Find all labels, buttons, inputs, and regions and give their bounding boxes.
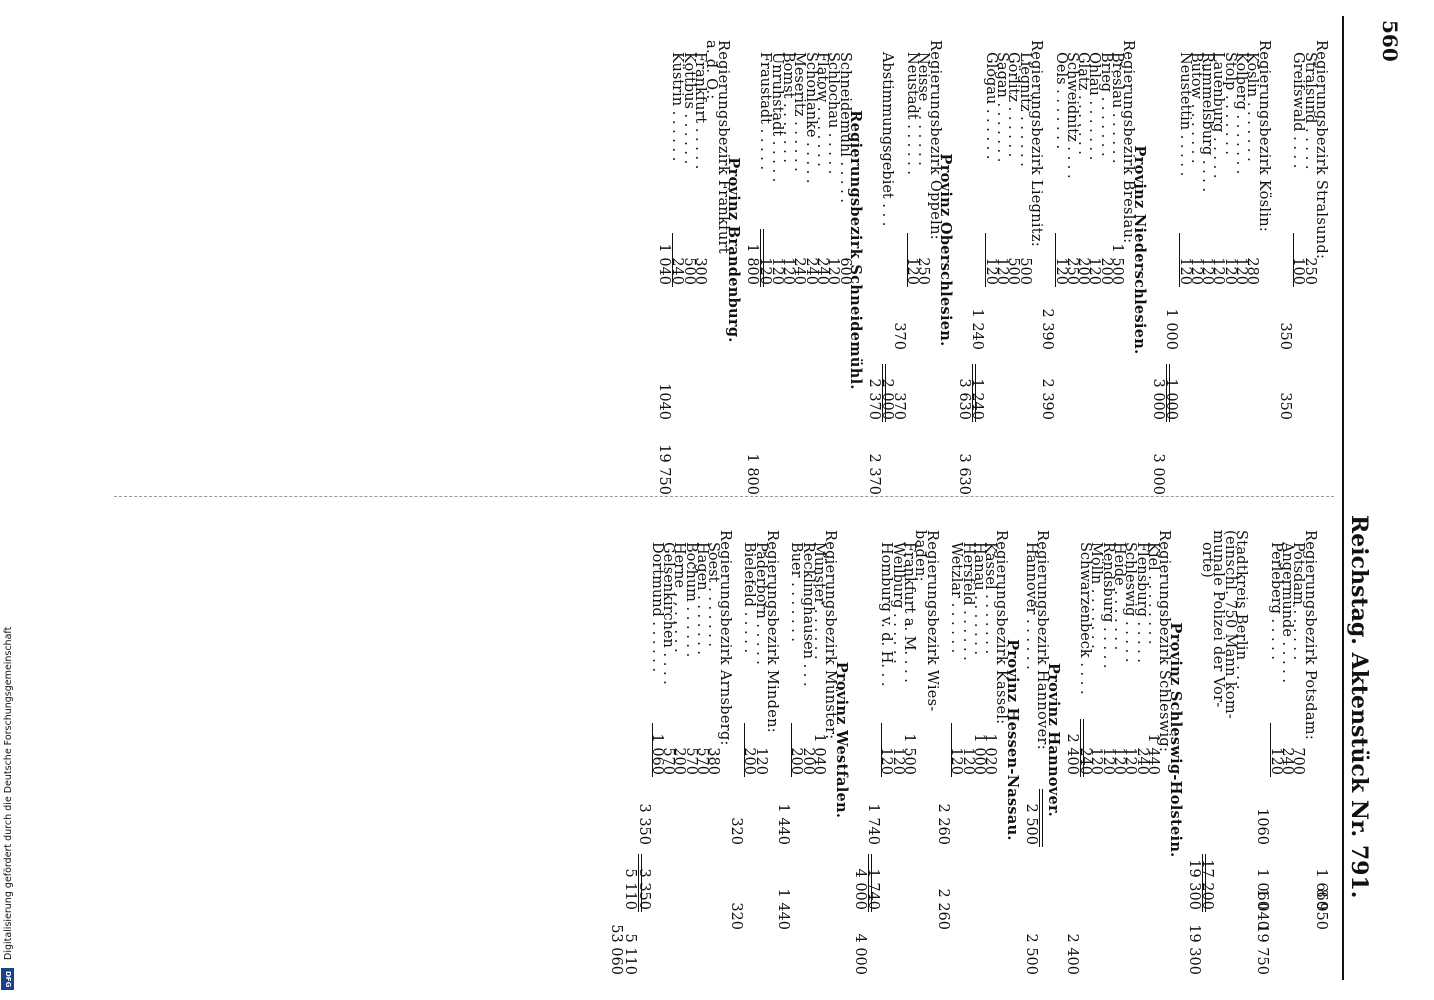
row-label: Küstrin . . . . . . [669, 52, 686, 162]
digitization-credit: Digitalisierung gefördert durch die Deut… [3, 626, 14, 960]
column-divider [114, 496, 1334, 497]
value-n5: 2 500 [1023, 933, 1040, 975]
sum-rule [950, 723, 952, 777]
value-n5: 19 750 [656, 444, 673, 495]
row-label: Hannover . . . . . . [1023, 542, 1040, 670]
row-label: Buer . . . . . . . [788, 542, 805, 643]
double-rule [1079, 719, 1084, 777]
row-label: Schwarzenbeck . . . . [1077, 542, 1094, 695]
value-n5: 4 000 [851, 933, 868, 975]
page-number: 560 [1378, 20, 1402, 62]
page-title: Reichstag. Aktenstück Nr. 791. [1346, 515, 1372, 899]
value-n4: 350 [1277, 392, 1294, 420]
row-label: Greifswald . . . . [1290, 52, 1307, 169]
value-n5: 1 800 [744, 453, 761, 495]
double-rule [760, 229, 765, 287]
double-rule [1201, 854, 1206, 912]
value-n1: 1 800 [744, 243, 761, 285]
header-rule [1342, 16, 1344, 980]
value-n2: 1 740 [865, 803, 882, 845]
row-label: Oels . . . . . . . [1052, 52, 1069, 150]
double-rule [1165, 364, 1170, 422]
value-n5: 19 750 [1254, 924, 1271, 975]
value-n2: 1 240 [969, 308, 986, 350]
sum-rule [651, 723, 653, 777]
value-n2: 3 350 [635, 803, 652, 845]
row-label: orte) [1199, 542, 1216, 578]
value-n4: 1040 [656, 383, 673, 420]
value-n2: 350 [1277, 322, 1294, 350]
sum-rule [791, 723, 793, 777]
double-rule [882, 364, 887, 422]
sum-rule [1179, 233, 1181, 287]
sum-rule [672, 233, 674, 287]
row-label: Abstimmungsgebiet . . . [879, 52, 896, 227]
sum-rule [1293, 233, 1295, 287]
double-rule [867, 854, 872, 912]
row-label: Wetzlar . . . . . . [948, 542, 965, 654]
row-label: Neustettin . . . . . [1176, 52, 1193, 177]
value-n5: 19 300 [1185, 924, 1202, 975]
value-n4: 2 260 [934, 888, 951, 930]
value-n5: 3 630 [956, 453, 973, 495]
value-n5: 2 370 [866, 453, 883, 495]
value-n3: 19 300 [1185, 859, 1202, 910]
value-n2: 1060 [1254, 808, 1271, 845]
dfg-logo: DFG [1, 968, 14, 990]
value-n2: 1 440 [775, 803, 792, 845]
value-n3: 3 000 [1149, 378, 1166, 420]
value-n3: 3 630 [956, 378, 973, 420]
value-n3: 4 000 [851, 868, 868, 910]
row-label: Perleberg . . . . . [1267, 542, 1284, 661]
value-n3: 5 110 [622, 868, 639, 910]
value-n1: 2 400 [1063, 733, 1080, 775]
value-n5: 53 060 [607, 924, 624, 975]
sum-rule [881, 723, 883, 777]
sum-rule [743, 723, 745, 777]
row-label: Dortmund . . . . . . [648, 542, 665, 673]
double-rule [1039, 789, 1044, 847]
value-n4: 320 [727, 902, 744, 930]
value-n1: 1 040 [656, 243, 673, 285]
value-n2: 1 000 [1163, 308, 1180, 350]
value-n5: 2 400 [1063, 933, 1080, 975]
value-n2: 370 [890, 322, 907, 350]
value-n2: 320 [727, 817, 744, 845]
sum-rule [906, 233, 908, 287]
row-label: Neustadt . . . . . . [904, 52, 921, 175]
row-label: Bielefeld . . . . . [741, 542, 758, 654]
sum-rule [1055, 233, 1057, 287]
value-n3: 2 370 [866, 378, 883, 420]
sum-rule [985, 233, 987, 287]
value-n4: 8 950 [1313, 888, 1329, 930]
row-label: Glogau . . . . . . [982, 52, 999, 160]
row-label: Homburg v. d. H. . . [878, 542, 895, 687]
value-n2: 2 390 [1039, 308, 1056, 350]
value-n2: 2 500 [1023, 803, 1040, 845]
value-n5: 5 110 [622, 933, 639, 975]
value-n5: 3 000 [1149, 453, 1166, 495]
double-rule [972, 364, 977, 422]
value-n4: 2 390 [1039, 378, 1056, 420]
value-n4: 1 440 [775, 888, 792, 930]
sum-rule [1270, 723, 1272, 777]
row-label: Fraustadt . . . . . [757, 52, 774, 171]
double-rule [638, 854, 643, 912]
value-n2: 2 260 [934, 803, 951, 845]
